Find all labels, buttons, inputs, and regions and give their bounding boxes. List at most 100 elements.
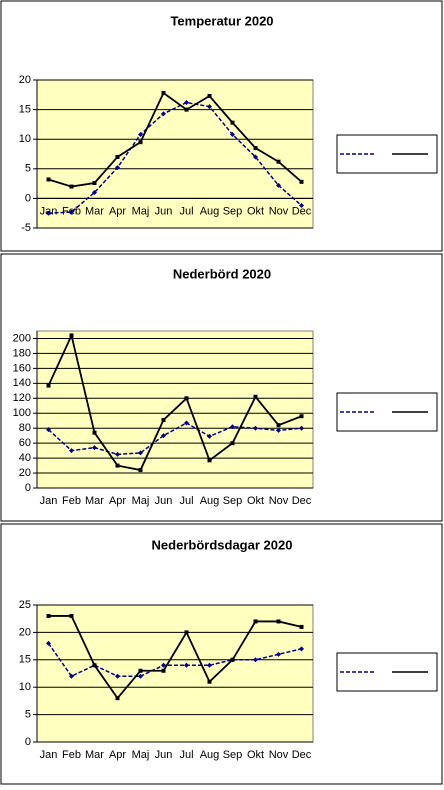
- x-tick-label: Nov: [269, 205, 289, 217]
- series-line: [47, 332, 302, 472]
- y-tick-label: 5: [25, 163, 31, 175]
- x-tick-label: Aug: [200, 749, 220, 761]
- chart-title: Nederbörd 2020: [173, 266, 271, 281]
- marker: [92, 430, 97, 435]
- y-tick-label: 20: [19, 626, 31, 638]
- marker: [115, 463, 120, 468]
- y-tick-label: 120: [13, 392, 31, 404]
- marker: [276, 619, 281, 624]
- x-tick-label: Jun: [155, 749, 173, 761]
- marker: [92, 663, 97, 668]
- marker: [230, 424, 235, 430]
- marker: [253, 146, 258, 151]
- marker: [184, 396, 189, 401]
- marker: [253, 425, 258, 431]
- y-tick-label: 180: [13, 347, 31, 359]
- marker: [184, 420, 189, 426]
- x-tick-label: Jun: [155, 495, 173, 507]
- x-tick-label: Sep: [223, 495, 243, 507]
- series-line: [47, 422, 302, 456]
- marker: [138, 450, 143, 456]
- plot-area: [36, 604, 314, 743]
- x-tick-label: Okt: [247, 495, 264, 507]
- marker: [299, 624, 304, 629]
- x-tick-label: Apr: [109, 749, 126, 761]
- marker: [161, 91, 166, 96]
- marker: [161, 668, 166, 673]
- y-tick-label: 15: [19, 654, 31, 666]
- y-tick-label: 0: [25, 736, 31, 748]
- x-tick-label: Maj: [132, 749, 150, 761]
- chart: Nederbörd 2020 0 20 40 60 80 100 120 140 160 180 20…: [0, 253, 443, 522]
- marker: [69, 673, 74, 679]
- marker: [207, 104, 212, 110]
- marker: [138, 468, 143, 473]
- marker: [115, 165, 120, 171]
- y-tick-label: 20: [19, 467, 31, 479]
- marker: [138, 140, 143, 145]
- marker: [69, 613, 74, 618]
- marker: [184, 630, 189, 635]
- marker: [184, 99, 189, 105]
- marker: [138, 131, 143, 137]
- marker: [115, 673, 120, 679]
- marker: [253, 657, 258, 663]
- y-tick-label: 0: [25, 192, 31, 204]
- marker: [207, 433, 212, 439]
- marker: [92, 445, 97, 451]
- marker: [276, 651, 281, 657]
- series-line: [48, 91, 303, 188]
- marker: [230, 657, 235, 662]
- chart-title: Temperatur 2020: [170, 13, 273, 28]
- x-tick-label: Jul: [179, 495, 193, 507]
- marker: [207, 662, 212, 668]
- x-tick-label: Aug: [200, 495, 220, 507]
- x-tick-label: Dec: [292, 205, 312, 217]
- x-tick-label: Apr: [109, 495, 126, 507]
- x-tick-label: Mar: [85, 495, 104, 507]
- x-tick-label: Apr: [109, 205, 126, 217]
- y-tick-label: 160: [13, 362, 31, 374]
- x-tick-label: Nov: [269, 749, 289, 761]
- marker: [92, 181, 97, 186]
- marker: [253, 154, 258, 160]
- marker: [299, 179, 304, 184]
- x-tick-label: Sep: [223, 205, 243, 217]
- y-tick-label: 5: [25, 709, 31, 721]
- marker: [184, 107, 189, 112]
- y-tick-label: -5: [21, 222, 31, 234]
- marker: [253, 394, 258, 399]
- marker: [115, 154, 120, 159]
- marker: [115, 696, 120, 701]
- marker: [161, 433, 166, 439]
- marker: [46, 210, 51, 216]
- x-tick-label: Nov: [269, 495, 289, 507]
- x-tick-label: Jan: [40, 495, 58, 507]
- y-tick-label: 0: [25, 482, 31, 494]
- marker: [253, 619, 258, 624]
- marker: [230, 441, 235, 446]
- x-tick-label: Maj: [132, 205, 150, 217]
- y-tick-label: 140: [13, 377, 31, 389]
- x-tick-label: Mar: [85, 749, 104, 761]
- x-tick-label: Aug: [200, 205, 220, 217]
- marker: [230, 120, 235, 125]
- marker: [69, 209, 74, 215]
- marker: [207, 458, 212, 463]
- chart: Temperatur 2020-505101520JanFebMarAprMaj…: [0, 0, 443, 252]
- x-tick-label: Dec: [292, 495, 312, 507]
- x-tick-label: Jul: [179, 205, 193, 217]
- marker: [276, 159, 281, 164]
- marker: [230, 131, 235, 137]
- marker: [161, 111, 166, 117]
- marker: [69, 448, 74, 454]
- chart: Nederbördsdagar 2020 0 5 10 15 20 25 Jan Feb Mar A…: [0, 523, 443, 785]
- marker: [161, 662, 166, 668]
- x-tick-label: Feb: [62, 495, 81, 507]
- marker: [46, 427, 51, 433]
- y-tick-label: 10: [19, 681, 31, 693]
- y-tick-label: 100: [13, 407, 31, 419]
- x-tick-label: Maj: [132, 495, 150, 507]
- series-line: [48, 615, 302, 700]
